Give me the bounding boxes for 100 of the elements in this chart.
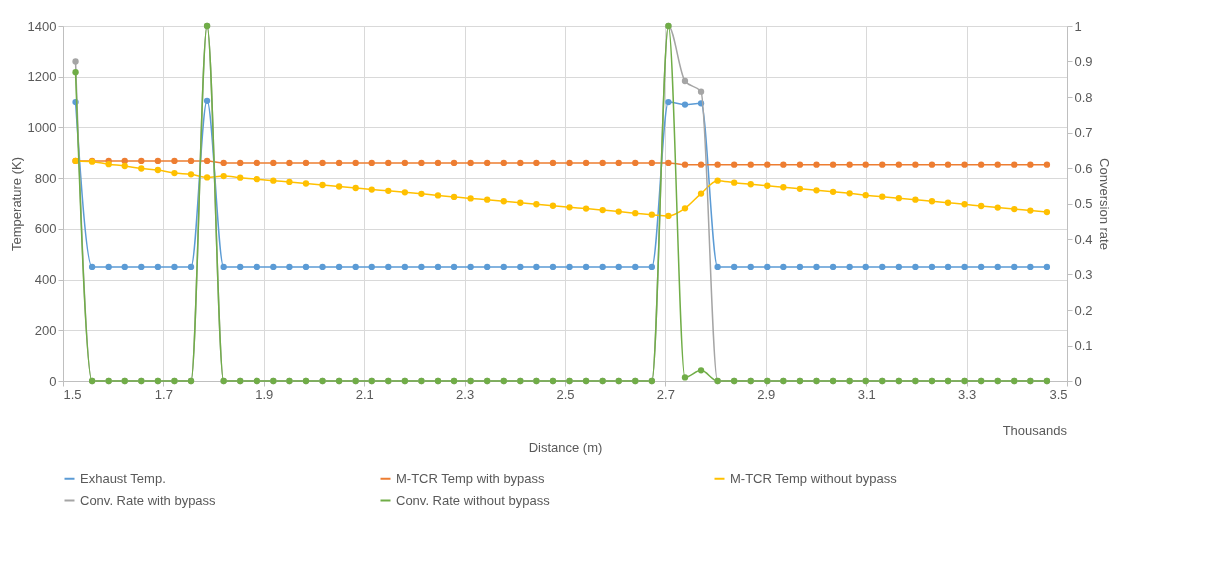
y2-tick-label: 0.6 — [1074, 160, 1093, 176]
point — [549, 263, 557, 271]
point — [780, 161, 787, 168]
y-tick-label: 1000 — [27, 119, 57, 135]
point — [401, 263, 409, 271]
point — [780, 263, 787, 271]
point — [319, 181, 326, 189]
point — [72, 68, 79, 76]
point — [385, 263, 392, 271]
point — [1011, 161, 1018, 168]
point — [253, 176, 260, 183]
point — [764, 182, 771, 189]
x-tick-label: 2.1 — [355, 386, 374, 402]
point — [895, 195, 902, 202]
point — [1011, 205, 1018, 213]
point — [829, 188, 837, 195]
point — [302, 180, 310, 187]
text: Thousands — [1002, 423, 1068, 438]
point — [648, 263, 656, 271]
x-tick-label: 2.3 — [456, 386, 475, 402]
point — [879, 263, 886, 271]
point — [879, 161, 886, 168]
point — [731, 179, 738, 186]
point — [994, 204, 1001, 211]
point — [237, 174, 244, 181]
y-tick-label: 600 — [34, 221, 57, 237]
x-tick-label: 2.7 — [656, 386, 675, 402]
point — [1043, 161, 1051, 168]
point — [862, 191, 869, 199]
point — [862, 161, 869, 168]
point — [450, 159, 458, 167]
point — [286, 159, 293, 167]
point — [138, 165, 145, 172]
point — [731, 161, 738, 168]
legend-label: Conv. Rate with bypass — [80, 492, 217, 508]
y-tick-label: 800 — [34, 170, 57, 186]
point — [270, 263, 277, 271]
point — [697, 88, 705, 95]
point — [994, 263, 1001, 271]
point — [961, 201, 968, 208]
point — [796, 263, 804, 271]
point — [517, 199, 524, 206]
point — [697, 367, 705, 374]
point — [450, 263, 458, 271]
point — [270, 177, 277, 184]
point — [912, 161, 919, 168]
x-tick-label: 1.7 — [154, 386, 173, 402]
y2-tick-label: 0 — [1074, 373, 1082, 389]
point — [747, 161, 754, 168]
point — [368, 159, 375, 167]
point — [928, 198, 936, 205]
point — [928, 161, 936, 168]
point — [697, 161, 705, 168]
point — [714, 161, 721, 168]
y-tick-label: 0 — [49, 373, 57, 389]
legend-label: Conv. Rate without bypass — [396, 492, 551, 508]
point — [253, 159, 260, 167]
point — [418, 190, 425, 198]
point — [450, 193, 458, 201]
point — [368, 186, 375, 193]
y2-tick-label: 0.1 — [1074, 338, 1093, 353]
point — [632, 263, 639, 271]
point — [1027, 161, 1034, 168]
point — [517, 159, 524, 167]
point — [171, 169, 178, 177]
point — [203, 97, 211, 104]
point — [138, 157, 145, 165]
point — [533, 201, 540, 208]
point — [500, 263, 507, 271]
point — [599, 206, 606, 214]
point — [978, 263, 985, 271]
point — [237, 159, 244, 167]
y2-tick-label: 0.4 — [1074, 231, 1093, 247]
x-tick-label: 1.9 — [255, 386, 274, 402]
point — [961, 263, 968, 271]
y-tick-label: 1400 — [27, 18, 57, 34]
point — [978, 202, 985, 210]
point — [665, 98, 672, 106]
point — [335, 183, 343, 190]
point — [615, 159, 622, 167]
point — [203, 174, 211, 181]
point — [467, 263, 474, 271]
x-tick-label: 3.5 — [1049, 386, 1068, 402]
point — [648, 159, 656, 167]
point — [747, 181, 754, 188]
point — [237, 263, 244, 271]
point — [582, 159, 590, 167]
point — [203, 157, 211, 165]
point — [286, 178, 293, 186]
point — [352, 263, 359, 271]
point — [533, 263, 540, 271]
point — [944, 161, 952, 168]
point — [105, 263, 112, 271]
point — [731, 263, 738, 271]
point — [764, 263, 771, 271]
point — [1027, 207, 1034, 214]
point — [928, 263, 936, 271]
point — [846, 263, 853, 271]
point — [533, 159, 540, 167]
point — [335, 159, 343, 167]
